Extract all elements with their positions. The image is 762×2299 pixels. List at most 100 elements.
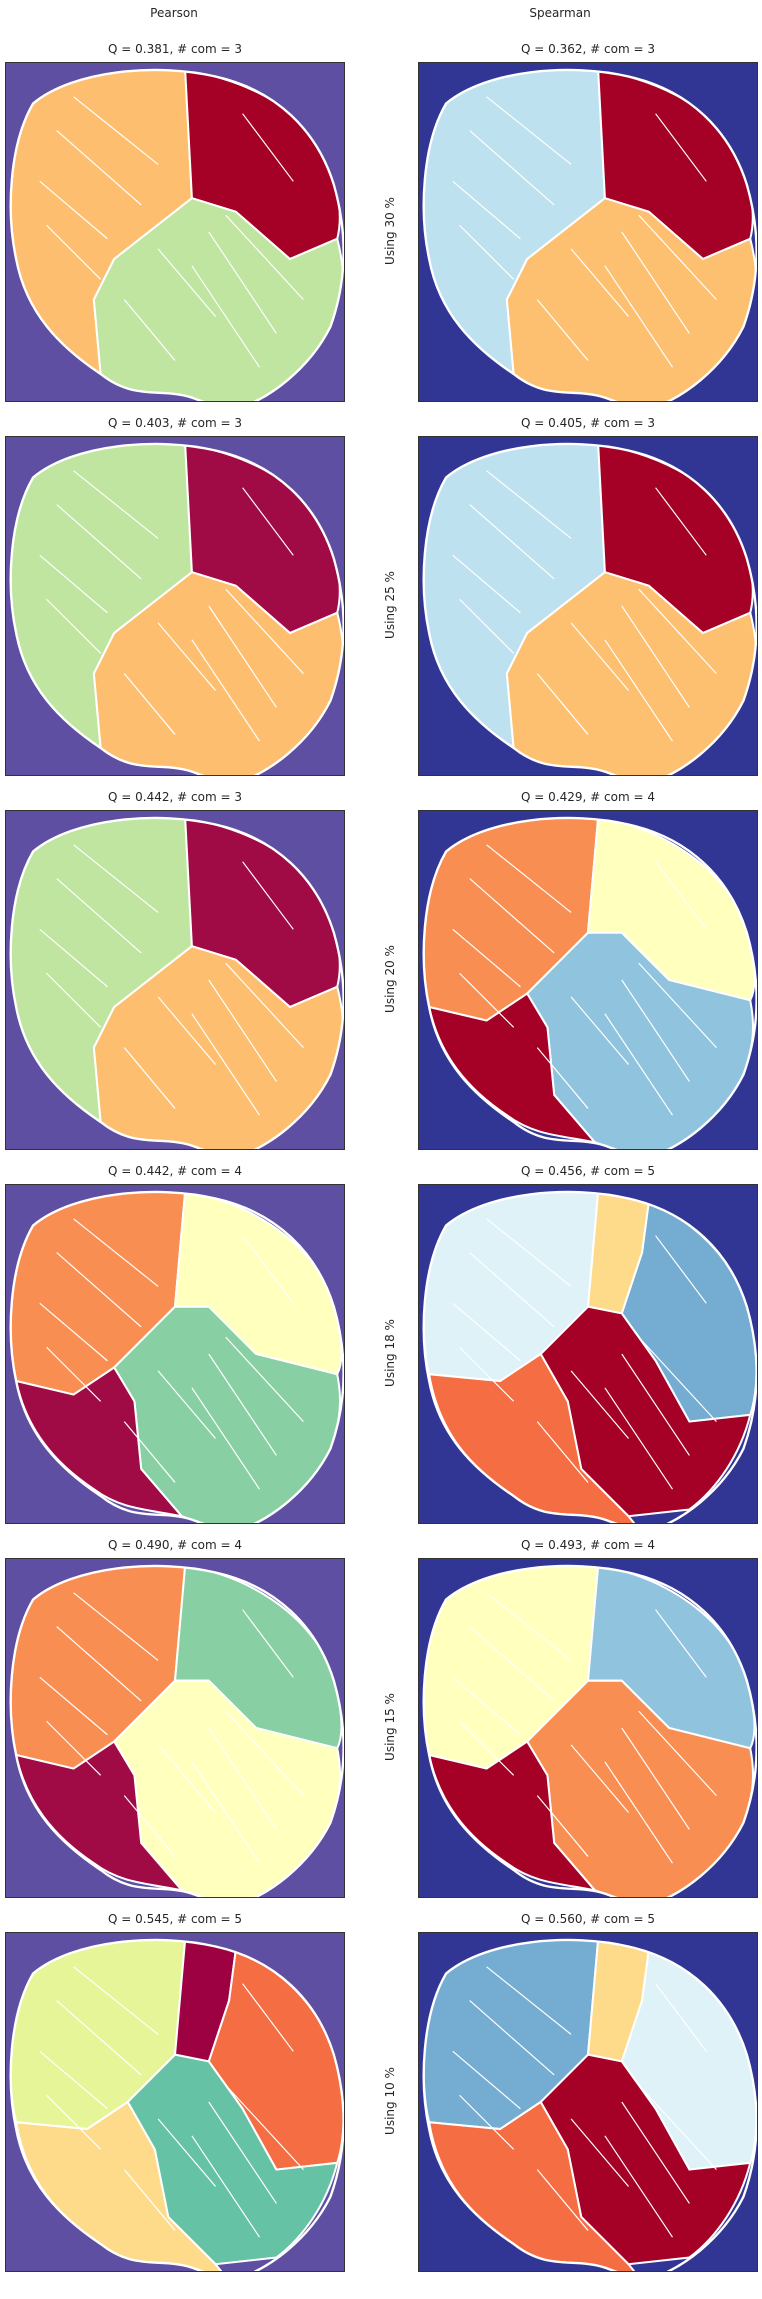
- spearman-parcellation-map: [418, 1184, 758, 1524]
- parcel-boundary: [191, 1387, 260, 1490]
- pearson-panel-title: Q = 0.442, # com = 4: [108, 1164, 242, 1178]
- parcel-boundary: [225, 2084, 304, 2171]
- spearman-parcellation-map: [418, 1932, 758, 2272]
- parcel-boundary: [208, 2101, 277, 2204]
- parcel-boundary: [56, 504, 142, 580]
- parcel-boundary: [123, 673, 176, 735]
- parcel-boundary: [452, 1676, 521, 1736]
- parcel-boundary: [604, 2135, 673, 2238]
- spearman-parcellation-map: [418, 436, 758, 776]
- parcel-boundary: [459, 972, 515, 1028]
- spearman-panel-title: Q = 0.560, # com = 5: [521, 1912, 655, 1926]
- parcel-boundary: [242, 1609, 294, 1678]
- parcel-boundary: [621, 979, 690, 1082]
- parcel-boundary: [536, 2169, 589, 2231]
- parcel-boundary: [655, 1983, 707, 2052]
- parcel-boundary: [56, 1626, 142, 1702]
- parcel-boundary: [242, 487, 294, 556]
- parcel-boundary: [242, 113, 294, 182]
- parcel-boundary: [39, 1302, 108, 1362]
- parcel-boundary: [242, 861, 294, 930]
- parcel-boundary: [73, 96, 159, 165]
- brain-outline: [422, 1190, 757, 1523]
- parcel-boundary: [73, 1592, 159, 1661]
- pearson-panel-title: Q = 0.381, # com = 3: [108, 42, 242, 56]
- parcel-boundary: [157, 622, 217, 691]
- parcel-boundary: [225, 962, 304, 1049]
- parcel-boundary: [242, 1983, 294, 2052]
- parcel-boundary: [459, 224, 515, 280]
- parcel-boundary: [469, 2000, 555, 2076]
- parcel-boundary: [123, 1421, 176, 1483]
- parcel-boundary: [73, 1966, 159, 2035]
- parcel-boundary: [208, 605, 277, 708]
- parcel-boundary: [56, 1252, 142, 1328]
- parcel-boundary: [191, 1013, 260, 1116]
- parcel-boundary: [46, 972, 102, 1028]
- parcel-boundary: [123, 1795, 176, 1857]
- parcel-boundary: [208, 231, 277, 334]
- brain-outline: [9, 816, 344, 1149]
- parcel-boundary: [604, 639, 673, 742]
- parcel-boundary: [459, 1720, 515, 1776]
- parcel-boundary: [452, 928, 521, 988]
- parcel-boundary: [536, 673, 589, 735]
- spearman-parcellation-map: [418, 1558, 758, 1898]
- brain-outline: [9, 1564, 344, 1897]
- pearson-parcellation-map: [5, 62, 345, 402]
- spearman-panel-title: Q = 0.429, # com = 4: [521, 790, 655, 804]
- parcel-boundary: [570, 996, 630, 1065]
- parcel-boundary: [225, 1336, 304, 1423]
- spearman-panel-title: Q = 0.405, # com = 3: [521, 416, 655, 430]
- threshold-row-label: Using 25 %: [383, 571, 397, 639]
- parcel-boundary: [242, 1235, 294, 1304]
- column-header-spearman: Spearman: [529, 6, 591, 20]
- spearman-panel-title: Q = 0.493, # com = 4: [521, 1538, 655, 1552]
- spearman-panel-title: Q = 0.456, # com = 5: [521, 1164, 655, 1178]
- pearson-panel-title: Q = 0.403, # com = 3: [108, 416, 242, 430]
- threshold-row-label: Using 20 %: [383, 945, 397, 1013]
- parcel-boundary: [621, 2101, 690, 2204]
- parcel-boundary: [621, 231, 690, 334]
- parcel-boundary: [39, 1676, 108, 1736]
- parcel-boundary: [39, 180, 108, 240]
- parcel-boundary: [486, 96, 572, 165]
- parcel-boundary: [486, 1592, 572, 1661]
- brain-outline: [9, 68, 344, 401]
- parcel-boundary: [225, 588, 304, 675]
- parcel-boundary: [536, 1047, 589, 1109]
- parcel-boundary: [73, 1218, 159, 1287]
- parcel-boundary: [157, 248, 217, 317]
- parcel-boundary: [655, 487, 707, 556]
- pearson-parcellation-map: [5, 1558, 345, 1898]
- parcel-boundary: [157, 2118, 217, 2187]
- parcel-boundary: [655, 1235, 707, 1304]
- pearson-panel-title: Q = 0.442, # com = 3: [108, 790, 242, 804]
- threshold-row-label: Using 18 %: [383, 1319, 397, 1387]
- parcel-boundary: [536, 1421, 589, 1483]
- threshold-row-label: Using 30 %: [383, 197, 397, 265]
- parcel-boundary: [452, 1302, 521, 1362]
- parcel-boundary: [570, 1370, 630, 1439]
- parcel-boundary: [459, 598, 515, 654]
- parcel-boundary: [621, 1727, 690, 1830]
- parcel-boundary: [56, 878, 142, 954]
- parcel-boundary: [452, 2050, 521, 2110]
- parcel-boundary: [46, 2094, 102, 2150]
- parcel-boundary: [604, 1387, 673, 1490]
- parcel-boundary: [486, 1966, 572, 2035]
- parcel-boundary: [486, 470, 572, 539]
- pearson-parcellation-map: [5, 436, 345, 776]
- parcel-boundary: [208, 979, 277, 1082]
- parcel-boundary: [621, 605, 690, 708]
- parcel-boundary: [570, 622, 630, 691]
- parcel-boundary: [123, 2169, 176, 2231]
- parcel-boundary: [638, 1710, 717, 1797]
- pearson-parcellation-map: [5, 810, 345, 1150]
- parcel-boundary: [157, 1744, 217, 1813]
- parcel-boundary: [604, 265, 673, 368]
- parcel-boundary: [191, 639, 260, 742]
- parcel-boundary: [638, 1336, 717, 1423]
- parcel-boundary: [73, 470, 159, 539]
- threshold-row-label: Using 15 %: [383, 1693, 397, 1761]
